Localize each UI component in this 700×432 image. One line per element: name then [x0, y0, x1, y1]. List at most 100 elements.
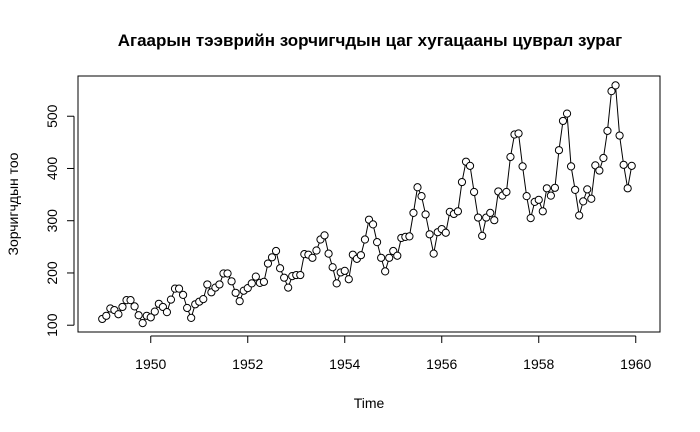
data-point: [381, 267, 390, 276]
data-point: [595, 166, 604, 175]
data-point: [603, 126, 612, 135]
data-point: [284, 283, 293, 292]
y-tick-label: 300: [44, 209, 60, 233]
series-passengers: [98, 81, 636, 328]
data-point: [344, 275, 353, 284]
data-point: [554, 146, 564, 155]
data-point: [324, 249, 333, 258]
data-point: [457, 177, 467, 187]
data-point: [227, 277, 236, 286]
data-point: [615, 131, 624, 140]
data-point: [126, 296, 135, 305]
data-point: [441, 228, 450, 237]
data-point: [526, 214, 535, 223]
data-point: [259, 277, 269, 286]
data-point: [183, 303, 192, 313]
x-axis: 1950 1952 1954 1956 1958 1960: [135, 335, 652, 372]
data-point: [502, 187, 511, 197]
y-tick-label: 200: [44, 261, 60, 285]
data-point: [413, 183, 422, 192]
data-point: [360, 235, 370, 244]
data-point: [377, 253, 386, 262]
data-point: [251, 272, 260, 281]
data-point: [223, 269, 232, 278]
chart-title: Агаарын тээврийн зорчигчдын цаг хугацаан…: [118, 31, 622, 50]
data-point: [138, 319, 147, 328]
x-tick-label: 1956: [426, 356, 457, 372]
data-point: [130, 302, 139, 311]
data-point: [308, 253, 317, 262]
data-point: [546, 191, 555, 200]
data-point: [320, 231, 329, 240]
data-point: [421, 210, 430, 219]
data-point: [118, 302, 127, 312]
data-point: [405, 232, 414, 241]
x-tick-label: 1958: [523, 356, 554, 372]
data-point: [587, 194, 596, 203]
data-point: [579, 197, 588, 206]
x-tick-label: 1954: [329, 356, 360, 372]
data-point: [583, 185, 592, 194]
data-point: [486, 208, 495, 217]
plot-frame: [77, 75, 661, 333]
data-point: [215, 280, 224, 289]
data-point: [203, 280, 212, 289]
data-point: [150, 307, 159, 316]
data-point: [542, 184, 551, 193]
data-point: [385, 253, 394, 262]
data-point: [538, 207, 547, 216]
data-point: [312, 246, 321, 255]
data-point: [506, 152, 515, 162]
data-point: [393, 251, 402, 260]
data-point: [518, 162, 527, 171]
data-point: [575, 211, 584, 220]
data-point: [328, 263, 337, 272]
data-point: [478, 231, 487, 240]
y-tick-label: 400: [44, 157, 60, 181]
y-axis: 100 200 300 400 500: [44, 104, 75, 337]
data-point: [114, 310, 123, 319]
data-point: [571, 185, 580, 194]
data-point: [566, 162, 576, 171]
data-point: [514, 129, 523, 138]
data-point: [490, 216, 499, 225]
data-point: [534, 195, 543, 204]
data-point: [162, 308, 172, 317]
data-point: [356, 251, 366, 260]
x-axis-label: Time: [354, 395, 385, 411]
data-point: [607, 87, 616, 96]
data-point: [263, 259, 273, 268]
data-point: [199, 294, 208, 304]
data-point: [562, 109, 572, 118]
data-point: [340, 266, 349, 275]
data-point: [166, 295, 176, 304]
data-point: [134, 311, 143, 320]
data-point: [178, 290, 188, 300]
data-point: [425, 230, 434, 239]
data-point: [453, 207, 463, 216]
data-point: [429, 249, 438, 258]
data-point: [235, 297, 244, 306]
data-point: [558, 116, 568, 126]
data-point: [102, 311, 111, 320]
data-point: [332, 279, 341, 288]
data-point: [611, 81, 620, 90]
data-point: [623, 184, 632, 193]
data-point: [599, 153, 608, 163]
data-point: [469, 187, 479, 197]
y-tick-label: 100: [44, 313, 60, 337]
data-point: [187, 313, 196, 322]
data-point: [465, 161, 475, 170]
data-point: [271, 246, 281, 256]
data-point: [409, 208, 418, 217]
data-point: [231, 288, 240, 297]
data-point: [417, 192, 426, 201]
data-point: [372, 238, 382, 247]
data-point: [550, 183, 560, 192]
data-point: [267, 253, 277, 262]
x-tick-label: 1960: [620, 356, 651, 372]
data-point: [627, 161, 636, 170]
data-point: [474, 213, 483, 222]
data-point: [296, 270, 305, 280]
y-axis-label: Зорчигчдын тоо: [5, 152, 21, 255]
